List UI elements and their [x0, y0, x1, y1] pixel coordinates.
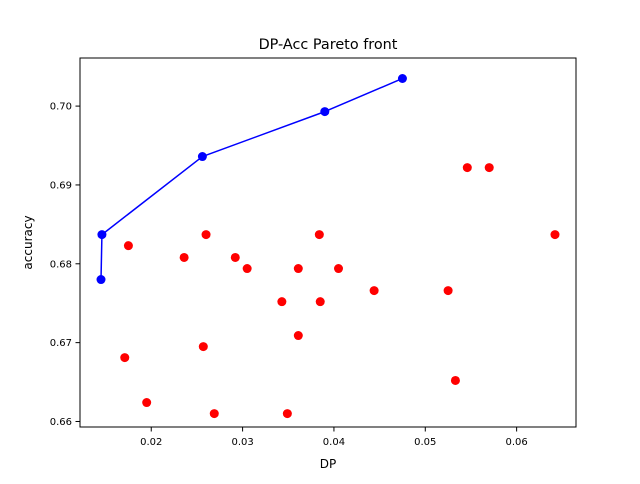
scatter-point: [315, 297, 325, 307]
scatter-point: [120, 353, 130, 363]
scatter-point: [277, 297, 287, 307]
scatter-point: [550, 230, 560, 240]
x-tick-label: 0.04: [323, 437, 345, 448]
scatter-point: [123, 241, 133, 251]
scatter-point: [198, 342, 208, 352]
y-axis: 0.66 0.67 0.68 0.69 0.70: [50, 102, 80, 428]
scatter-point: [293, 331, 303, 341]
y-axis-label: accuracy: [21, 215, 35, 269]
y-tick-label: 0.69: [50, 181, 72, 192]
chart-title: DP-Acc Pareto front: [259, 37, 398, 53]
scatter-point: [293, 264, 303, 274]
pareto-point: [97, 230, 107, 240]
y-tick-label: 0.67: [50, 338, 72, 349]
scatter-point: [484, 163, 494, 173]
scatter-point: [314, 230, 324, 240]
y-tick-label: 0.66: [50, 417, 72, 428]
y-tick-label: 0.70: [50, 102, 72, 113]
x-tick-label: 0.02: [140, 437, 162, 448]
pareto-point: [397, 74, 407, 83]
scatter-point: [334, 264, 344, 274]
scatter-point: [230, 252, 240, 262]
pareto-point: [197, 152, 207, 162]
scatter-point: [450, 375, 460, 385]
x-axis-label: DP: [320, 457, 336, 471]
x-axis: 0.02 0.03 0.04 0.05 0.06: [140, 427, 528, 448]
x-tick-label: 0.06: [505, 437, 527, 448]
pareto-point: [96, 275, 106, 285]
plot-area: [96, 74, 560, 419]
x-tick-label: 0.05: [414, 437, 436, 448]
x-tick-label: 0.03: [231, 437, 253, 448]
scatter-point: [443, 286, 453, 296]
plot-frame: [79, 57, 577, 428]
pareto-point: [320, 107, 330, 117]
scatter-point: [209, 409, 219, 419]
scatter-point: [142, 398, 152, 408]
scatter-point: [462, 163, 472, 173]
scatter-point: [201, 230, 211, 240]
scatter-point: [369, 286, 379, 296]
y-tick-label: 0.68: [50, 259, 72, 270]
scatter-point: [242, 264, 252, 274]
scatter-point: [282, 409, 292, 419]
scatter-point: [179, 252, 189, 262]
